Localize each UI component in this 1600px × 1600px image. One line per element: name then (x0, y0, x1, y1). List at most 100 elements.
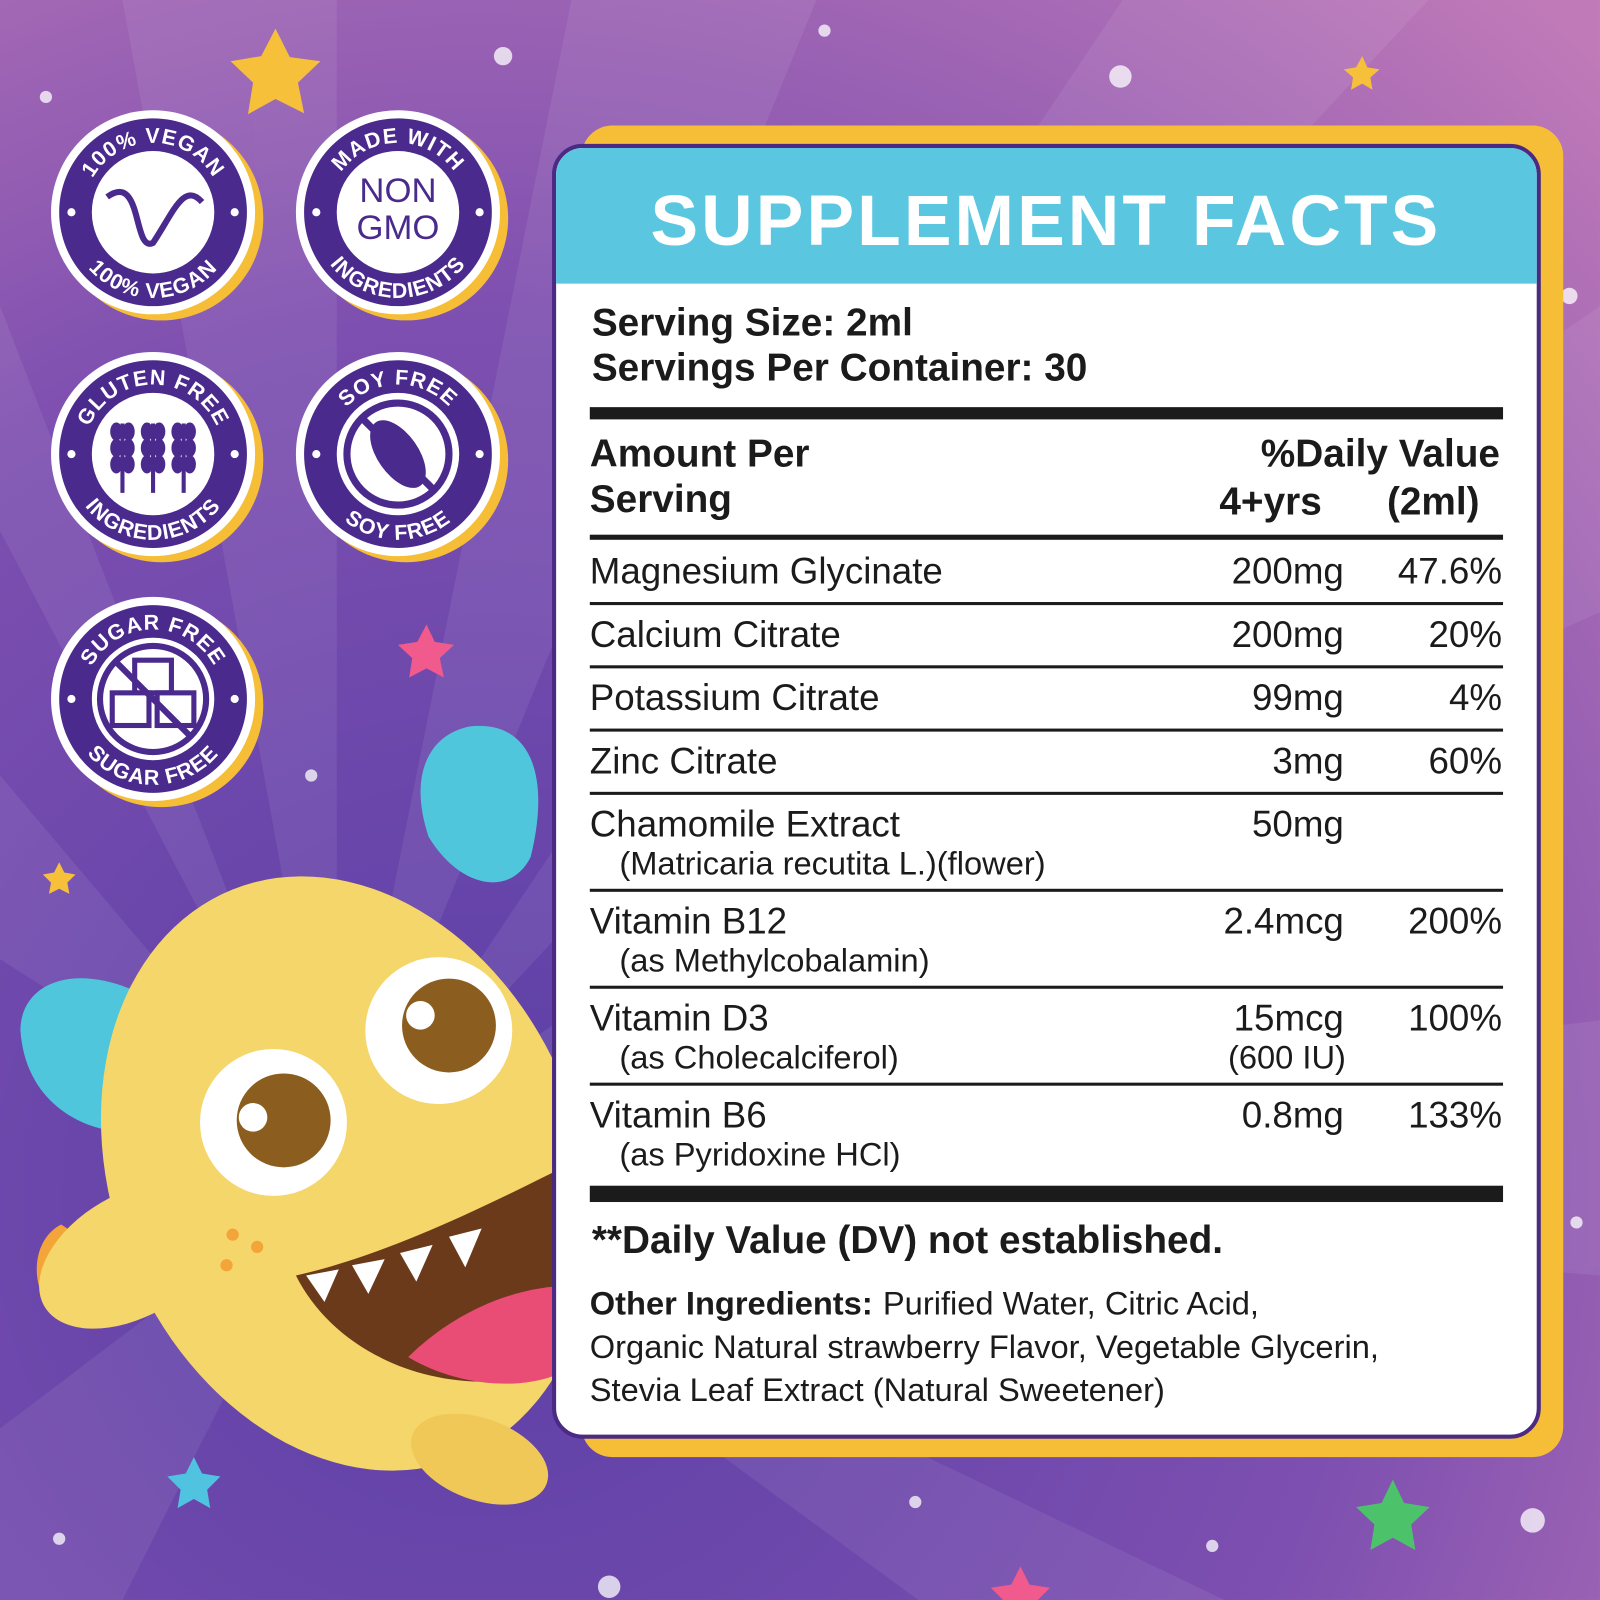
nutrient-name: Potassium Citrate (590, 677, 880, 718)
facts-panel: SUPPLEMENT FACTS Serving Size: 2ml Servi… (552, 125, 1564, 1458)
badge-icon (140, 455, 154, 474)
header-age: 4+yrs (1219, 480, 1321, 523)
badge-dot (312, 208, 321, 217)
badge-icon (359, 415, 437, 493)
badge-icon (112, 658, 194, 740)
badge-icon (109, 690, 152, 729)
other-label: Other Ingredients: (590, 1284, 873, 1321)
dot (53, 1532, 66, 1545)
monster-horn (420, 725, 539, 883)
stars (39, 24, 1583, 1600)
badge-dot (230, 449, 239, 459)
header-amount: Serving (590, 478, 732, 521)
nutrient-amount: 200mg (1232, 551, 1344, 592)
badge-dot (230, 694, 239, 704)
nutrient-amount-sub: (600 IU) (1228, 1038, 1346, 1075)
nutrient-dv: 133% (1408, 1095, 1502, 1136)
rule (589, 534, 1504, 540)
nutrient-source: (Matricaria recutita L.)(flower) (619, 844, 1045, 881)
badge-icon (140, 438, 154, 458)
dot (39, 90, 53, 104)
star (990, 1566, 1050, 1600)
header-amount: Amount Per (590, 432, 810, 475)
nutrient-dv: 60% (1429, 740, 1502, 781)
rule (589, 602, 1504, 606)
badge-dot (230, 208, 239, 217)
nutrient-dv: 20% (1429, 614, 1502, 655)
nutrient-amount: 2.4mcg (1223, 901, 1343, 942)
nutrient-source: (as Cholecalciferol) (619, 1038, 898, 1075)
badge-icon (153, 455, 166, 474)
dot (1561, 287, 1578, 305)
badge-icon (153, 422, 166, 441)
monster-pupil (236, 1073, 331, 1168)
rule (589, 985, 1504, 989)
monster-foot (411, 1413, 549, 1505)
star (42, 862, 76, 894)
monster-arm (39, 1181, 227, 1329)
dot (1206, 1539, 1219, 1553)
nutrient-name: Magnesium Glycinate (590, 551, 943, 592)
facts-title: SUPPLEMENT FACTS (650, 181, 1441, 261)
dot (818, 24, 831, 37)
nutrient-amount: 15mcg (1234, 998, 1344, 1039)
nutrient-amount: 50mg (1252, 804, 1344, 845)
badge-dot (67, 449, 76, 459)
badge-center-text: GMO (357, 209, 440, 247)
nutrient-dv: 4% (1449, 677, 1502, 718)
rule-thick (589, 1185, 1504, 1203)
nutrient-dv: 200% (1408, 901, 1502, 942)
dot (909, 1495, 922, 1509)
badge-icon (110, 455, 123, 474)
monster-glint (406, 1001, 435, 1030)
star (1356, 1479, 1430, 1550)
badge-center-text: NON (359, 172, 436, 210)
badge-dot (475, 208, 484, 217)
nutrient-name: Chamomile Extract (590, 804, 900, 845)
monster-glint (238, 1103, 268, 1132)
rule (589, 1082, 1504, 1086)
nutrient-name: Calcium Citrate (590, 614, 841, 655)
panel-header (556, 147, 1537, 284)
nutrient-name: Vitamin B6 (590, 1095, 767, 1136)
nutrient-amount: 0.8mg (1242, 1095, 1344, 1136)
monster (20, 725, 593, 1505)
header-daily-value: %Daily Value (1261, 432, 1500, 475)
badge-icon (110, 422, 123, 441)
badge-icon (183, 422, 196, 441)
nutrient-amount: 3mg (1272, 740, 1343, 781)
badge-dot (312, 449, 321, 459)
other-line: Stevia Leaf Extract (Natural Sweetener) (590, 1371, 1165, 1408)
serving-size: Serving Size: 2ml (592, 302, 913, 345)
badge-icon (183, 455, 196, 474)
badge-icon (122, 455, 135, 474)
star (167, 1457, 221, 1509)
nutrient-amount: 200mg (1232, 614, 1344, 655)
nutrient-source: (as Methylcobalamin) (619, 941, 929, 978)
rule (589, 728, 1504, 732)
badge-icon (171, 422, 184, 441)
dot (1570, 1216, 1583, 1229)
badge-icon (153, 438, 166, 458)
dot (493, 46, 513, 66)
badge-icon (96, 642, 210, 756)
other-line: Organic Natural strawberry Flavor, Veget… (590, 1328, 1379, 1365)
badge-icon (140, 422, 154, 441)
badge-dot (67, 208, 76, 217)
nutrient-dv: 47.6% (1398, 551, 1502, 592)
badge-icon (110, 438, 123, 458)
nutrient-name: Vitamin D3 (590, 998, 769, 1039)
nutrient-name: Zinc Citrate (590, 740, 778, 781)
rule (589, 791, 1504, 795)
badge-icon (105, 189, 205, 247)
badge-dot (67, 694, 76, 704)
badge-dot (475, 449, 484, 459)
dot (1109, 65, 1132, 88)
